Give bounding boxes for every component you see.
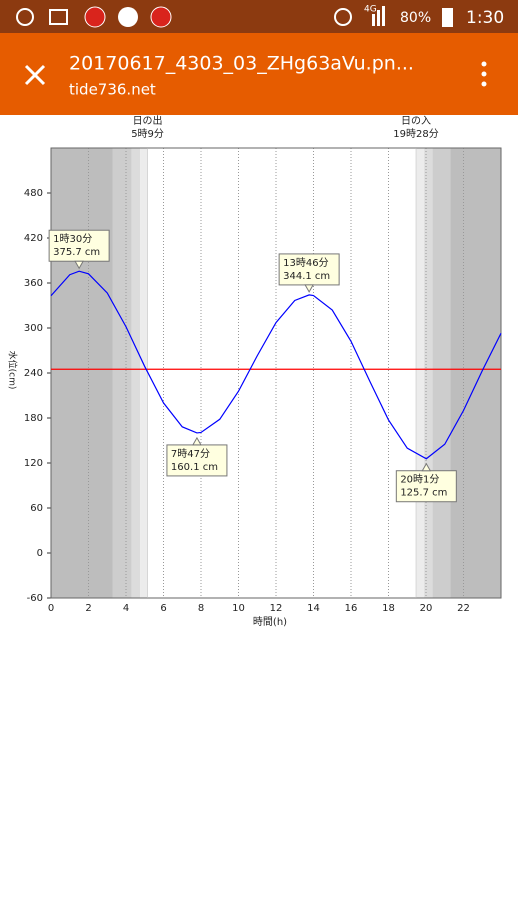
battery-level: 80% xyxy=(400,10,431,26)
status-bar: 4G 80% 1:30 xyxy=(0,0,518,33)
x-tick-label: 4 xyxy=(123,603,129,614)
gallery-icon xyxy=(49,9,68,25)
y-tick-label: 240 xyxy=(24,368,43,379)
plot-frame xyxy=(50,147,502,599)
y-tick-label: 300 xyxy=(24,323,43,334)
night-shade xyxy=(432,148,451,598)
x-axis-label: 時間(h) xyxy=(253,616,287,628)
callout-box xyxy=(278,253,340,286)
network-type: 4G xyxy=(364,5,377,15)
y-tick-label: 360 xyxy=(24,278,43,289)
y-tick-label: 0 xyxy=(37,548,43,559)
battery-icon xyxy=(442,8,453,27)
toolbar-content: 20170617_4303_03_ZHg63aVu.pn... tide736.… xyxy=(24,53,487,99)
callout: 1時30分 375.7 cm xyxy=(48,229,110,270)
signal xyxy=(382,6,385,26)
y-tick-label: 60 xyxy=(30,503,43,514)
app-icon xyxy=(118,7,138,27)
night-shade xyxy=(131,148,141,598)
x-tick-label: 0 xyxy=(48,603,54,614)
callout-value: 344.1 cm xyxy=(283,271,330,282)
alarm-icon xyxy=(16,8,34,26)
x-tick-label: 8 xyxy=(198,603,204,614)
night-shade xyxy=(140,148,148,598)
callout-box xyxy=(166,444,228,477)
x-tick-label: 12 xyxy=(270,603,283,614)
callout-value: 125.7 cm xyxy=(400,488,447,499)
signal xyxy=(377,10,380,26)
callout-value: 160.1 cm xyxy=(171,462,218,473)
y-tick-label: 420 xyxy=(24,233,43,244)
callout-pointer xyxy=(74,260,84,270)
signal xyxy=(372,14,375,26)
callout-box xyxy=(395,470,457,503)
app-icon xyxy=(150,6,172,28)
night-shade xyxy=(424,148,433,598)
y-tick-label: 120 xyxy=(24,458,43,469)
callout-time: 20時1分 xyxy=(400,474,439,486)
callout: 20時1分 125.7 cm xyxy=(395,462,457,503)
callout: 7時47分 160.1 cm xyxy=(166,436,228,477)
page-title: 20170617_4303_03_ZHg63aVu.pn... xyxy=(69,53,414,75)
callout-pointer xyxy=(421,462,432,472)
sun-event-time: 19時28分 xyxy=(393,128,438,140)
sun-event-label: 日の入 xyxy=(401,116,431,127)
x-tick-label: 14 xyxy=(307,603,320,614)
x-tick-label: 22 xyxy=(457,603,470,614)
callout-time: 7時47分 xyxy=(171,448,210,460)
x-tick-label: 18 xyxy=(382,603,395,614)
tide-line xyxy=(50,270,502,460)
clock: 1:30 xyxy=(466,8,504,28)
status-icons: 4G 80% 1:30 xyxy=(16,5,504,28)
toolbar: 20170617_4303_03_ZHg63aVu.pn... tide736.… xyxy=(0,33,518,115)
callout-time: 13時46分 xyxy=(283,257,328,269)
y-tick-label: -60 xyxy=(27,593,43,604)
app-icon xyxy=(84,6,106,28)
tide-chart: 時間(h) 水位(cm) 0 2 4 6 8 10 12 14 16 18 20 22 -60 0 60 12… xyxy=(7,115,502,628)
x-tick-label: 16 xyxy=(345,603,358,614)
night-shade xyxy=(51,148,113,598)
callout: 13時46分 344.1 cm xyxy=(278,253,340,293)
night-shade xyxy=(112,148,132,598)
callout-pointer xyxy=(304,284,314,293)
y-tick-label: 480 xyxy=(24,188,43,199)
menu-button[interactable] xyxy=(481,61,487,87)
x-tick-label: 10 xyxy=(232,603,245,614)
callout-time: 1時30分 xyxy=(53,233,92,245)
callout-value: 375.7 cm xyxy=(53,247,100,258)
y-tick-label: 180 xyxy=(24,413,43,424)
x-tick-label: 2 xyxy=(85,603,91,614)
close-button[interactable] xyxy=(24,64,46,86)
sun-event-label: 日の出 xyxy=(133,115,163,127)
sun-event-time: 5時9分 xyxy=(131,128,164,140)
night-shade xyxy=(450,148,501,598)
page-url: tide736.net xyxy=(69,81,156,99)
y-axis-label: 水位(cm) xyxy=(7,351,19,390)
alarm-icon xyxy=(334,8,352,26)
x-tick-label: 6 xyxy=(160,603,166,614)
callout-pointer xyxy=(192,436,202,446)
night-shade xyxy=(416,148,425,598)
x-tick-label: 20 xyxy=(420,603,433,614)
